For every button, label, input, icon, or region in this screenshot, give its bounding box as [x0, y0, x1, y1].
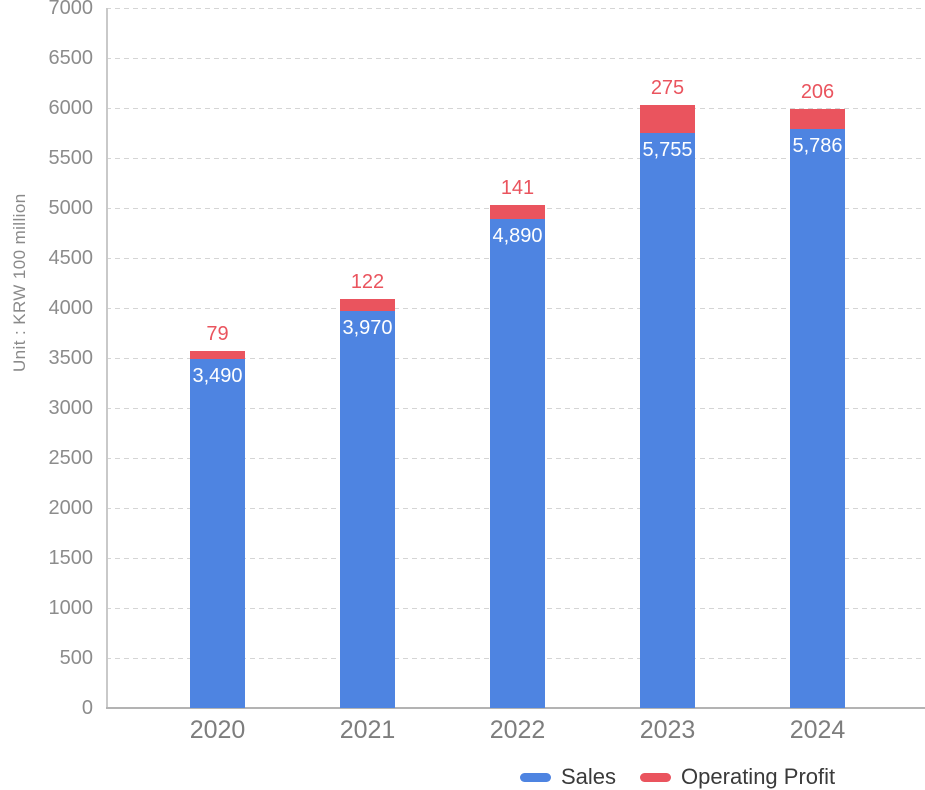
y-axis-line [106, 8, 108, 708]
profit-value-label: 79 [206, 323, 229, 346]
x-axis-label-2024: 2024 [789, 716, 846, 744]
legend-label-sales: Sales [561, 764, 617, 789]
gridline [106, 7, 925, 9]
gridline [106, 57, 925, 59]
y-tick-label: 4000 [48, 296, 94, 319]
gridline [106, 107, 925, 109]
sales-bar-2023 [640, 132, 695, 708]
legend-label-profit: Operating Profit [681, 764, 836, 789]
y-tick-label: 2000 [48, 496, 94, 519]
x-axis-label-2021: 2021 [339, 716, 396, 744]
profit-value-label: 275 [650, 77, 685, 99]
y-tick-label: 1000 [48, 596, 94, 619]
y-tick-label: 1500 [48, 546, 94, 569]
y-tick-label: 2500 [48, 446, 94, 469]
profit-value-label: 141 [500, 176, 535, 199]
x-axis-label-2022: 2022 [489, 716, 546, 744]
profit-value-label: 206 [800, 80, 835, 103]
sales-bar-2020 [190, 359, 245, 708]
legend-swatch-profit [640, 772, 672, 782]
x-axis-label-2020: 2020 [189, 716, 246, 744]
y-tick-label: 0 [81, 696, 93, 719]
y-tick-label: 6500 [48, 46, 94, 69]
profit-bar-2023 [640, 105, 695, 133]
legend-item-profit: Operating Profit [640, 764, 835, 790]
legend-item-sales: Sales [520, 764, 616, 790]
y-tick-label: 3000 [48, 396, 94, 419]
profit-bar-2020 [190, 351, 245, 359]
profit-value-label: 122 [350, 270, 385, 293]
profit-bar-2024 [790, 108, 845, 130]
y-tick-label: 5500 [48, 146, 94, 169]
sales-value-label: 5,786 [792, 135, 843, 158]
sales-value-label: 4,890 [492, 225, 543, 247]
y-tick-label: 4500 [48, 246, 94, 269]
y-tick-label: 6000 [48, 96, 94, 119]
x-axis-label-2023: 2023 [639, 716, 696, 744]
y-tick-label: 5000 [48, 196, 94, 219]
legend-swatch-sales [520, 772, 551, 782]
sales-value-label: 5,755 [642, 138, 693, 161]
sales-value-label: 3,970 [342, 317, 393, 339]
y-tick-label: 500 [59, 646, 93, 669]
gridline [106, 157, 925, 159]
y-tick-label: 7000 [48, 0, 94, 19]
profit-bar-2021 [340, 298, 395, 311]
sales-bar-2022 [490, 219, 545, 708]
y-tick-label: 3500 [48, 346, 94, 369]
sales-bar-2024 [790, 129, 845, 708]
legend: Sales Operating Profit [520, 762, 835, 790]
profit-bar-2022 [490, 204, 545, 219]
sales-bar-2021 [340, 311, 395, 708]
sales-value-label: 3,490 [192, 365, 243, 387]
